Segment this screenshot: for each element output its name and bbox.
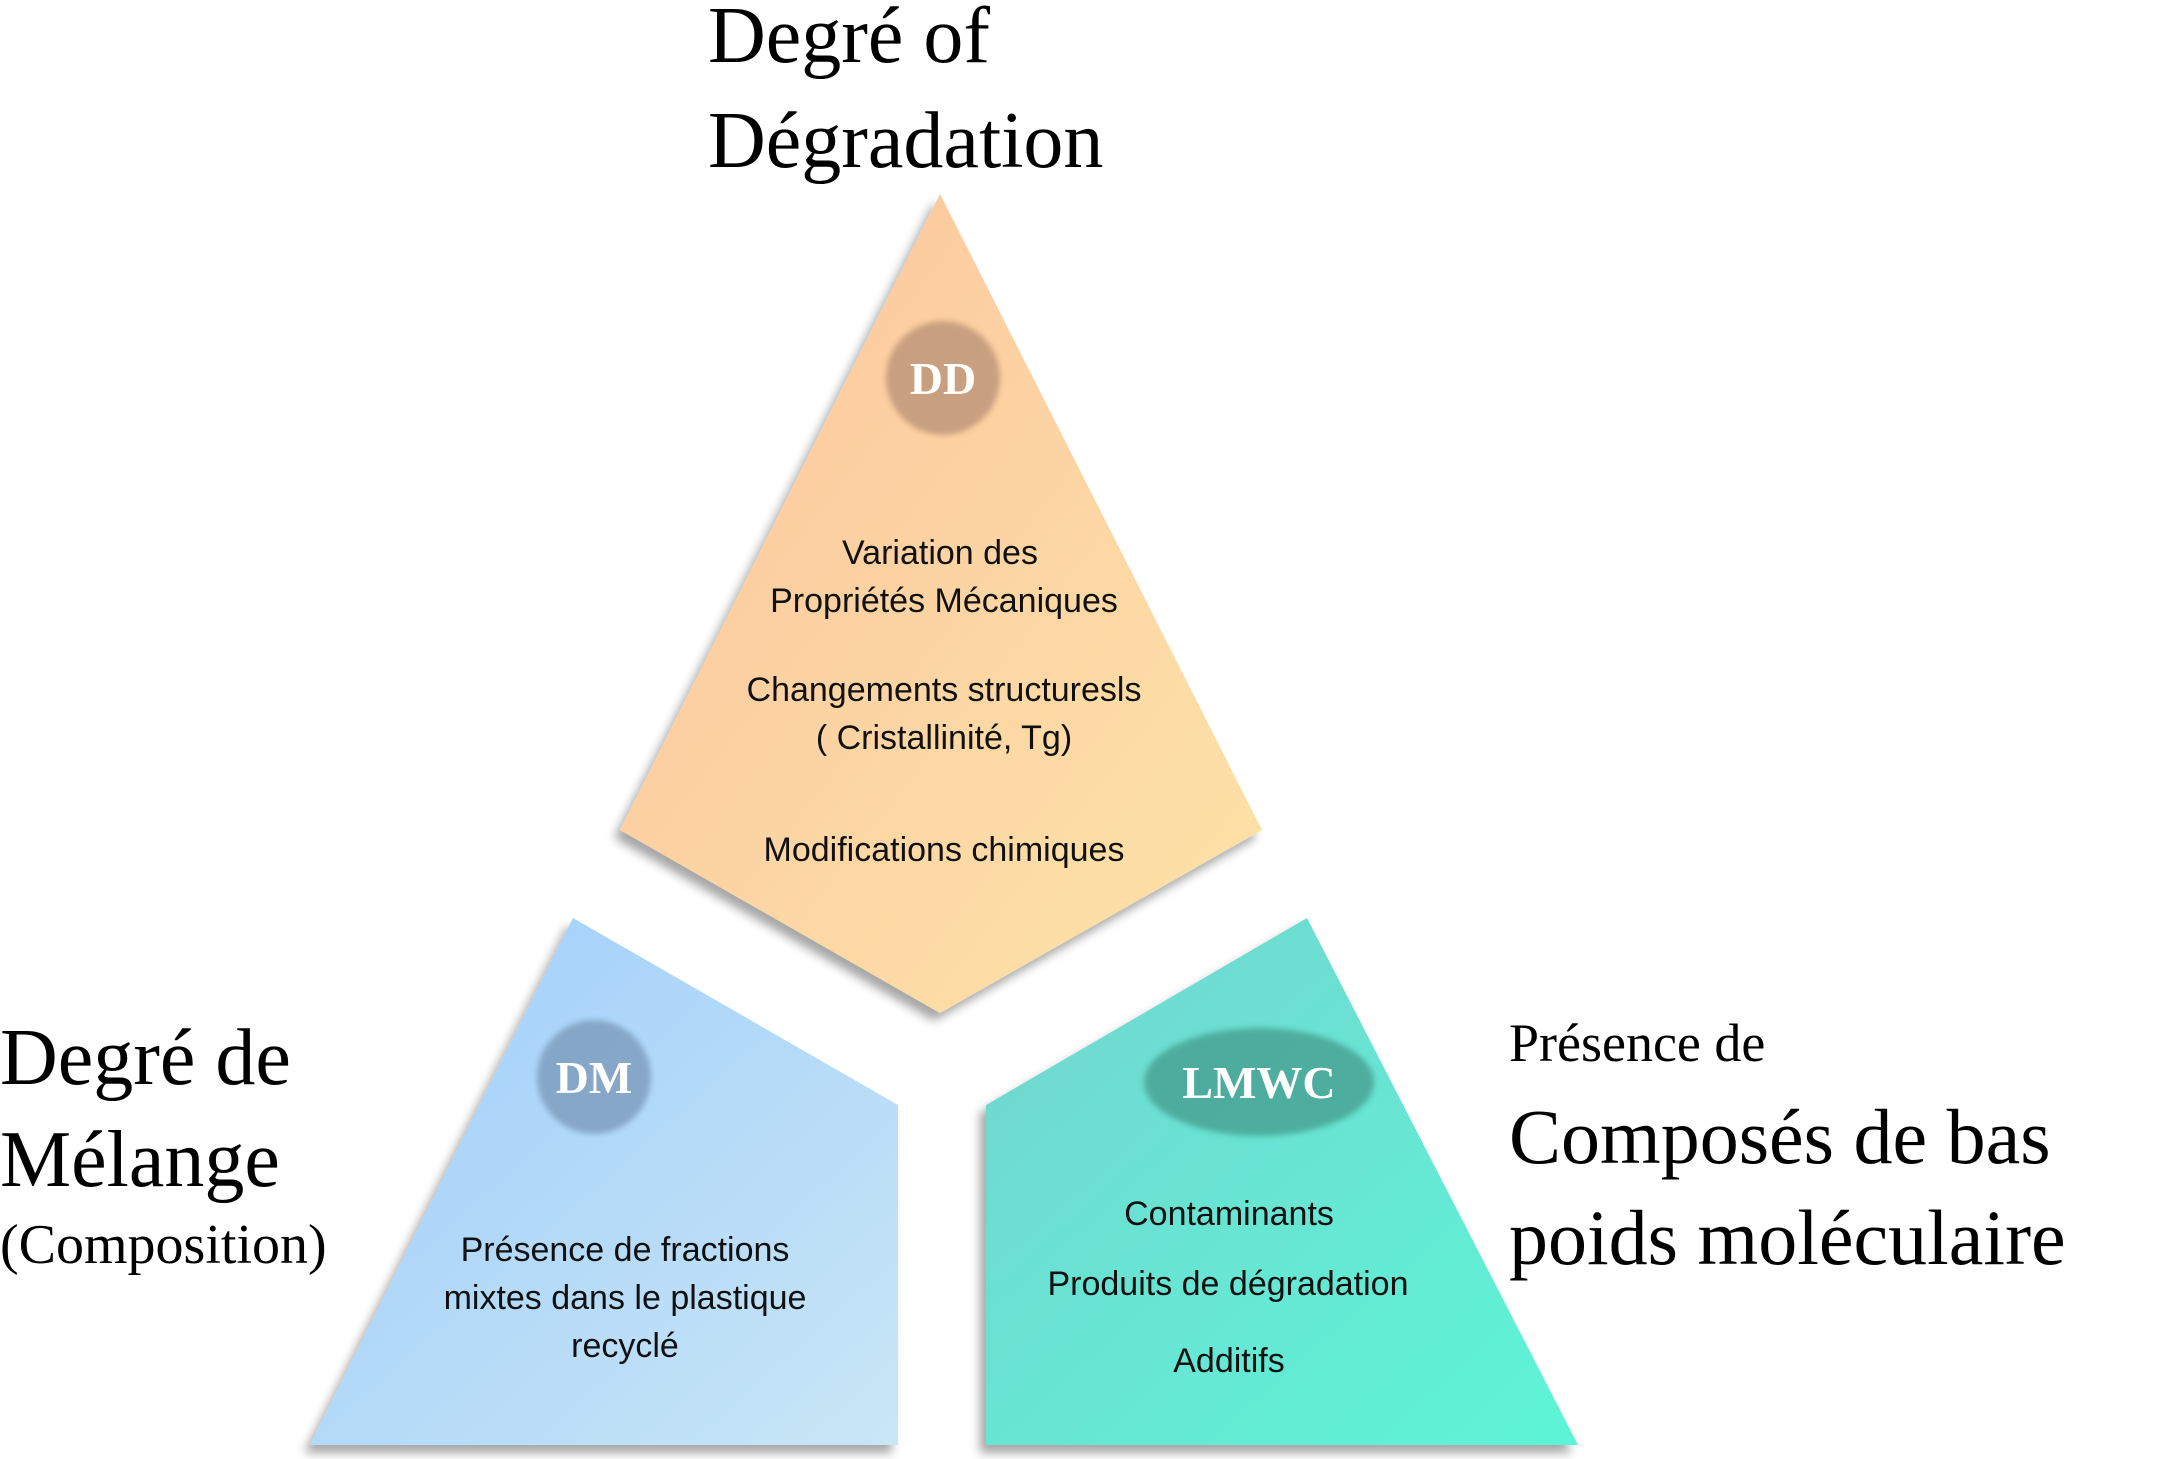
dd-item-text: Propriétés Mécaniques	[770, 582, 1118, 620]
dm-item-text: Présence de fractions	[461, 1231, 790, 1269]
top-title-line: Degré of	[708, 0, 990, 80]
right-title-line: poids moléculaire	[1509, 1194, 2066, 1281]
lmwc-item-text: Produits de dégradation	[1047, 1265, 1408, 1303]
lmwc-item-text: Additifs	[1173, 1342, 1285, 1380]
dm-item-text: recyclé	[571, 1327, 679, 1365]
lmwc-badge: LMWC	[1144, 1028, 1374, 1136]
dd-item-text: Modifications chimiques	[764, 831, 1125, 869]
left-title-line: Degré de	[0, 1014, 291, 1102]
right-title-line: Composés de bas	[1509, 1093, 2051, 1180]
right-title-line: Présence de	[1509, 1013, 1765, 1073]
mixing-segment	[310, 918, 898, 1445]
lmwc-item-text: Contaminants	[1124, 1195, 1334, 1233]
left-title-line: Mélange	[0, 1116, 280, 1204]
dd-item-text: Changements structuresls	[747, 671, 1142, 709]
top-title-line: Dégradation	[708, 97, 1103, 185]
dd-badge: DD	[886, 321, 1000, 435]
left-title-line: (Composition)	[0, 1214, 327, 1276]
dm-badge-label: DM	[556, 1052, 633, 1103]
dd-badge-label: DD	[910, 353, 976, 404]
dd-item-text: ( Cristallinité, Tg)	[816, 719, 1072, 757]
dd-item-text: Variation des	[842, 534, 1038, 572]
dm-item-text: mixtes dans le plastique	[444, 1279, 807, 1317]
dm-badge: DM	[537, 1020, 651, 1134]
lmwc-segment	[986, 918, 1578, 1445]
lmwc-badge-label: LMWC	[1182, 1057, 1335, 1108]
degradation-segment	[620, 194, 1262, 1013]
